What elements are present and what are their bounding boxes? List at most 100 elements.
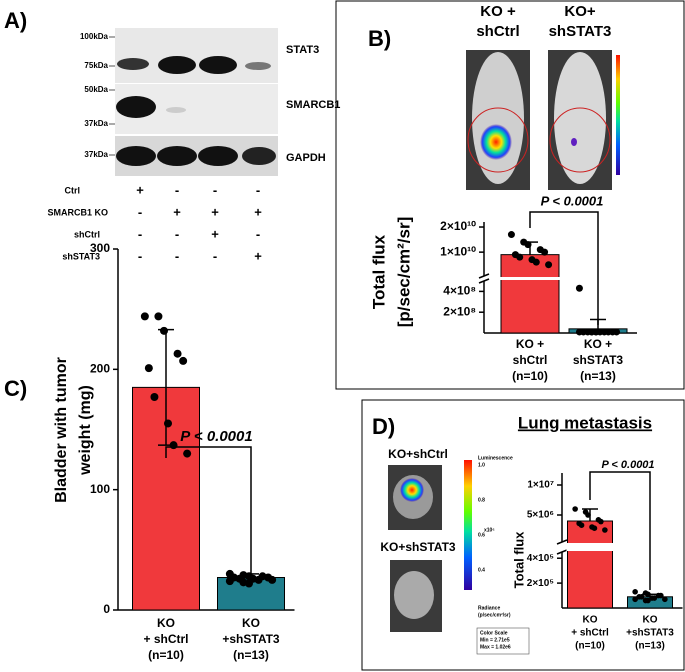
panel-label: C) bbox=[4, 376, 27, 401]
x-category-label: (n=10) bbox=[512, 369, 548, 383]
x-category-label: (n=13) bbox=[233, 648, 269, 662]
bar-break bbox=[500, 277, 560, 280]
colorbar-label: 1.0 bbox=[478, 462, 485, 468]
colorbar-label: 0.6 bbox=[478, 532, 485, 538]
condition-label: shSTAT3 bbox=[62, 251, 100, 261]
y-tick-label: 4×10⁵ bbox=[527, 553, 555, 564]
data-point bbox=[645, 597, 651, 604]
x-category-label: KO + bbox=[584, 337, 612, 351]
marker-label: 75kDa bbox=[84, 61, 108, 70]
axis-break bbox=[556, 539, 568, 545]
condition-sign: + bbox=[254, 248, 262, 263]
protein-label: GAPDH bbox=[286, 152, 326, 164]
x-category-label: KO bbox=[583, 615, 598, 626]
marker-label: 50kDa bbox=[84, 85, 108, 94]
panel-label: D) bbox=[372, 414, 395, 439]
condition-label: shCtrl bbox=[74, 229, 100, 239]
condition-sign: - bbox=[138, 226, 142, 241]
condition-sign: + bbox=[136, 182, 144, 197]
y-tick-label: 1×10¹⁰ bbox=[440, 244, 476, 258]
axis-break bbox=[556, 549, 568, 555]
bar-break bbox=[566, 543, 614, 551]
x-category-label: + shCtrl bbox=[143, 632, 188, 646]
y-tick-label: 5×10⁶ bbox=[527, 510, 554, 521]
data-point bbox=[154, 312, 163, 321]
protein-label: SMARCB1 bbox=[286, 99, 340, 111]
marker-label: 37kDa bbox=[84, 119, 108, 128]
data-point bbox=[591, 525, 598, 531]
annotation: P < 0.0001 bbox=[601, 459, 654, 471]
protein-label: STAT3 bbox=[286, 44, 319, 56]
condition-sign: - bbox=[175, 248, 179, 263]
data-point bbox=[179, 356, 188, 365]
y-axis-label: weight (mg) bbox=[77, 385, 94, 476]
y-tick-label: 2×10⁸ bbox=[443, 304, 476, 318]
data-point bbox=[598, 518, 604, 525]
data-point bbox=[507, 231, 515, 239]
data-point bbox=[578, 522, 585, 528]
condition-sign: - bbox=[213, 182, 217, 197]
data-point bbox=[575, 328, 583, 336]
condition-sign: - bbox=[138, 248, 142, 263]
data-point bbox=[245, 579, 253, 588]
colorbar-label: 0.8 bbox=[478, 497, 485, 503]
panel-d-frame bbox=[361, 399, 685, 671]
data-point bbox=[632, 596, 638, 603]
western-blot bbox=[115, 28, 278, 176]
y-tick-label: 0 bbox=[103, 602, 110, 616]
lung-images bbox=[388, 460, 530, 655]
x-category-label: (n=13) bbox=[580, 369, 616, 383]
data-point bbox=[164, 419, 172, 428]
data-point bbox=[613, 328, 621, 336]
condition-sign: + bbox=[173, 204, 181, 219]
data-point bbox=[651, 595, 658, 601]
x-category-label: shCtrl bbox=[513, 353, 548, 367]
image-header: shSTAT3 bbox=[549, 23, 612, 40]
data-point bbox=[575, 284, 583, 292]
data-point bbox=[572, 506, 578, 512]
colorbar-title: Luminescence bbox=[478, 455, 513, 461]
significance-bracket bbox=[589, 471, 651, 590]
y-axis-label: [p/sec/cm²/sr] bbox=[394, 217, 413, 328]
data-point bbox=[541, 248, 549, 256]
panel-label: B) bbox=[368, 26, 391, 51]
x-category-label: +shSTAT3 bbox=[626, 628, 674, 639]
colorbar-unit: x10⁶ bbox=[484, 527, 495, 533]
x-category-label: KO bbox=[157, 616, 175, 630]
y-tick-label: 200 bbox=[90, 362, 110, 376]
x-category-label: + shCtrl bbox=[571, 628, 609, 639]
axis-break bbox=[478, 278, 490, 284]
data-point bbox=[160, 326, 168, 335]
data-point bbox=[602, 527, 608, 533]
image-label: KO+shCtrl bbox=[388, 447, 448, 461]
y-tick-label: 1×10⁷ bbox=[527, 480, 554, 491]
panel-b-frame bbox=[335, 0, 685, 390]
data-point bbox=[254, 575, 263, 584]
panel-label: A) bbox=[4, 8, 27, 33]
x-category-label: (n=13) bbox=[635, 641, 665, 652]
image-header: KO + bbox=[480, 3, 516, 20]
bli-images bbox=[466, 50, 620, 190]
condition-sign: - bbox=[213, 248, 217, 263]
condition-sign: + bbox=[211, 226, 219, 241]
data-point bbox=[600, 328, 608, 336]
image-header: shCtrl bbox=[476, 23, 519, 40]
condition-sign: - bbox=[175, 226, 179, 241]
condition-sign: + bbox=[254, 204, 262, 219]
annotation: P < 0.0001 bbox=[541, 193, 604, 208]
x-category-label: (n=10) bbox=[575, 641, 605, 652]
condition-sign: + bbox=[211, 204, 219, 219]
x-category-label: +shSTAT3 bbox=[222, 632, 280, 646]
axis-break bbox=[478, 273, 490, 279]
panel-title: Lung metastasis bbox=[518, 413, 652, 432]
data-point bbox=[183, 449, 192, 458]
data-point bbox=[545, 261, 553, 269]
data-point bbox=[524, 241, 532, 249]
y-axis-label: Bladder with tumor bbox=[53, 357, 70, 503]
condition-label: Ctrl bbox=[65, 185, 81, 195]
color-scale-text: Max = 1.02e6 bbox=[480, 644, 511, 650]
image-header: KO+ bbox=[564, 3, 596, 20]
data-point bbox=[662, 596, 668, 603]
data-point bbox=[592, 328, 600, 336]
